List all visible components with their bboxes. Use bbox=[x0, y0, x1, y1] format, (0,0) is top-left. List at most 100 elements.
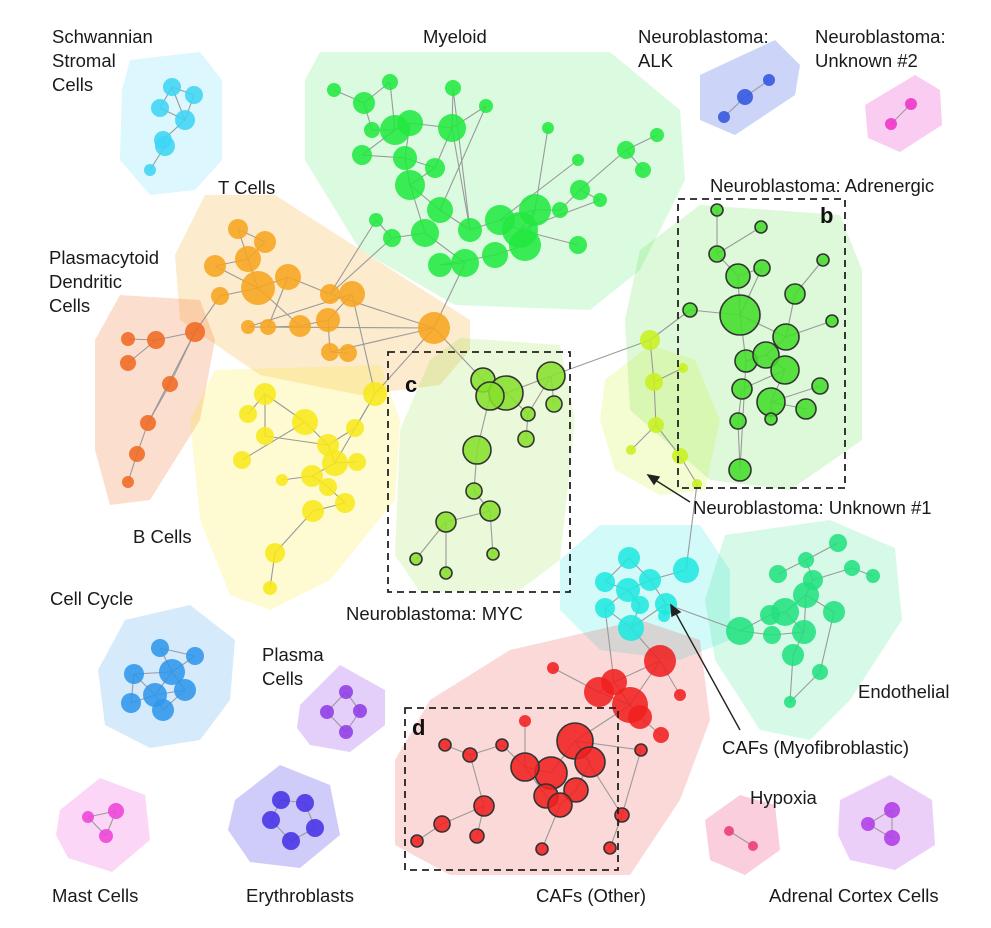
node-cafs-other bbox=[510, 752, 540, 782]
node-myc bbox=[536, 361, 566, 391]
node-adrenergic bbox=[729, 412, 747, 430]
node-tcells bbox=[339, 281, 365, 307]
node-myeloid bbox=[383, 229, 401, 247]
node-tcells bbox=[289, 315, 311, 337]
node-adrenal bbox=[884, 830, 900, 846]
node-bcells bbox=[263, 581, 277, 595]
edge bbox=[329, 219, 377, 295]
node-myc bbox=[517, 430, 535, 448]
label-cafs-other: CAFs (Other) bbox=[536, 885, 646, 906]
node-myeloid bbox=[427, 197, 453, 223]
edge bbox=[329, 237, 393, 295]
node-schwannian bbox=[175, 110, 195, 130]
node-alk bbox=[737, 89, 753, 105]
node-myeloid bbox=[393, 146, 417, 170]
node-endothelial bbox=[763, 626, 781, 644]
region-pdc bbox=[95, 295, 215, 505]
label-hypoxia: Hypoxia bbox=[750, 787, 818, 808]
node-tcells bbox=[241, 320, 255, 334]
panel-label-b: b bbox=[820, 203, 833, 228]
node-cafs-other bbox=[535, 842, 549, 856]
node-bcells bbox=[292, 409, 318, 435]
node-myc bbox=[462, 435, 492, 465]
node-myeloid bbox=[369, 213, 383, 227]
label-pdc: Plasmacytoid Dendritic Cells bbox=[49, 247, 164, 316]
node-schwannian bbox=[163, 78, 181, 96]
node-cafs-myo bbox=[595, 598, 615, 618]
node-myeloid bbox=[502, 212, 538, 248]
node-cafs-other bbox=[644, 645, 676, 677]
node-cafs-myo bbox=[631, 596, 649, 614]
panel-label-d: d bbox=[412, 715, 425, 740]
region-plasma bbox=[297, 665, 385, 752]
arrow-cafs-myo-head bbox=[670, 603, 682, 618]
region-hypoxia bbox=[705, 795, 780, 875]
node-tcells bbox=[211, 287, 229, 305]
node-myeloid bbox=[593, 193, 607, 207]
node-endothelial bbox=[784, 696, 796, 708]
node-cell-cycle bbox=[159, 659, 185, 685]
node-myeloid bbox=[617, 141, 635, 159]
node-bcells bbox=[256, 427, 274, 445]
node-pdc bbox=[122, 476, 134, 488]
node-cafs-other bbox=[574, 746, 606, 778]
node-schwannian bbox=[144, 164, 156, 176]
node-erythro bbox=[262, 811, 280, 829]
node-adrenergic bbox=[754, 220, 768, 234]
node-alk bbox=[763, 74, 775, 86]
node-bcells bbox=[335, 493, 355, 513]
node-myeloid bbox=[542, 122, 554, 134]
node-cafs-myo bbox=[616, 578, 640, 602]
node-endothelial bbox=[812, 664, 828, 680]
node-myeloid bbox=[425, 158, 445, 178]
node-endothelial bbox=[769, 565, 787, 583]
node-bcells bbox=[233, 451, 251, 469]
node-myeloid bbox=[451, 249, 479, 277]
node-myeloid bbox=[552, 202, 568, 218]
node-tcells bbox=[321, 343, 339, 361]
node-cafs-other bbox=[547, 792, 573, 818]
node-bcells bbox=[276, 474, 288, 486]
node-myeloid bbox=[327, 83, 341, 97]
label-endothelial: Endothelial bbox=[858, 681, 950, 702]
node-tcells bbox=[275, 264, 301, 290]
edge bbox=[451, 127, 471, 231]
label-unknown2: Neuroblastoma: Unknown #2 bbox=[815, 26, 951, 71]
node-bcells bbox=[254, 383, 276, 405]
node-cafs-other bbox=[547, 662, 559, 674]
node-myeloid bbox=[438, 114, 466, 142]
node-endothelial bbox=[782, 644, 804, 666]
node-bcells bbox=[348, 453, 366, 471]
node-adrenergic bbox=[682, 302, 698, 318]
panel-boxes: b c d bbox=[387, 198, 846, 871]
node-tcells bbox=[204, 255, 226, 277]
node-mast bbox=[99, 829, 113, 843]
node-unknown1 bbox=[692, 479, 702, 489]
edge bbox=[621, 749, 642, 816]
node-unknown1 bbox=[645, 373, 663, 391]
label-schwannian: Schwannian Stromal Cells bbox=[52, 26, 158, 95]
label-myc: Neuroblastoma: MYC bbox=[346, 603, 523, 624]
node-cafs-myo bbox=[618, 615, 644, 641]
node-cafs-other bbox=[433, 815, 451, 833]
node-myc bbox=[486, 547, 500, 561]
node-tcells bbox=[254, 231, 276, 253]
arrow-unknown1 bbox=[651, 477, 691, 503]
label-unknown1: Neuroblastoma: Unknown #1 bbox=[693, 497, 932, 518]
node-adrenergic bbox=[710, 203, 724, 217]
node-endothelial bbox=[823, 601, 845, 623]
node-cafs-other bbox=[462, 747, 478, 763]
node-adrenergic bbox=[784, 283, 806, 305]
node-cafs-myo bbox=[673, 557, 699, 583]
node-cafs-other bbox=[584, 677, 614, 707]
node-adrenergic bbox=[728, 458, 752, 482]
label-tcells: T Cells bbox=[218, 177, 275, 198]
label-alk: Neuroblastoma: ALK bbox=[638, 26, 774, 71]
node-myeloid bbox=[572, 154, 584, 166]
node-adrenergic bbox=[752, 341, 780, 369]
node-adrenergic bbox=[764, 412, 778, 426]
node-myeloid bbox=[364, 122, 380, 138]
node-erythro bbox=[272, 791, 290, 809]
node-myc bbox=[409, 552, 423, 566]
